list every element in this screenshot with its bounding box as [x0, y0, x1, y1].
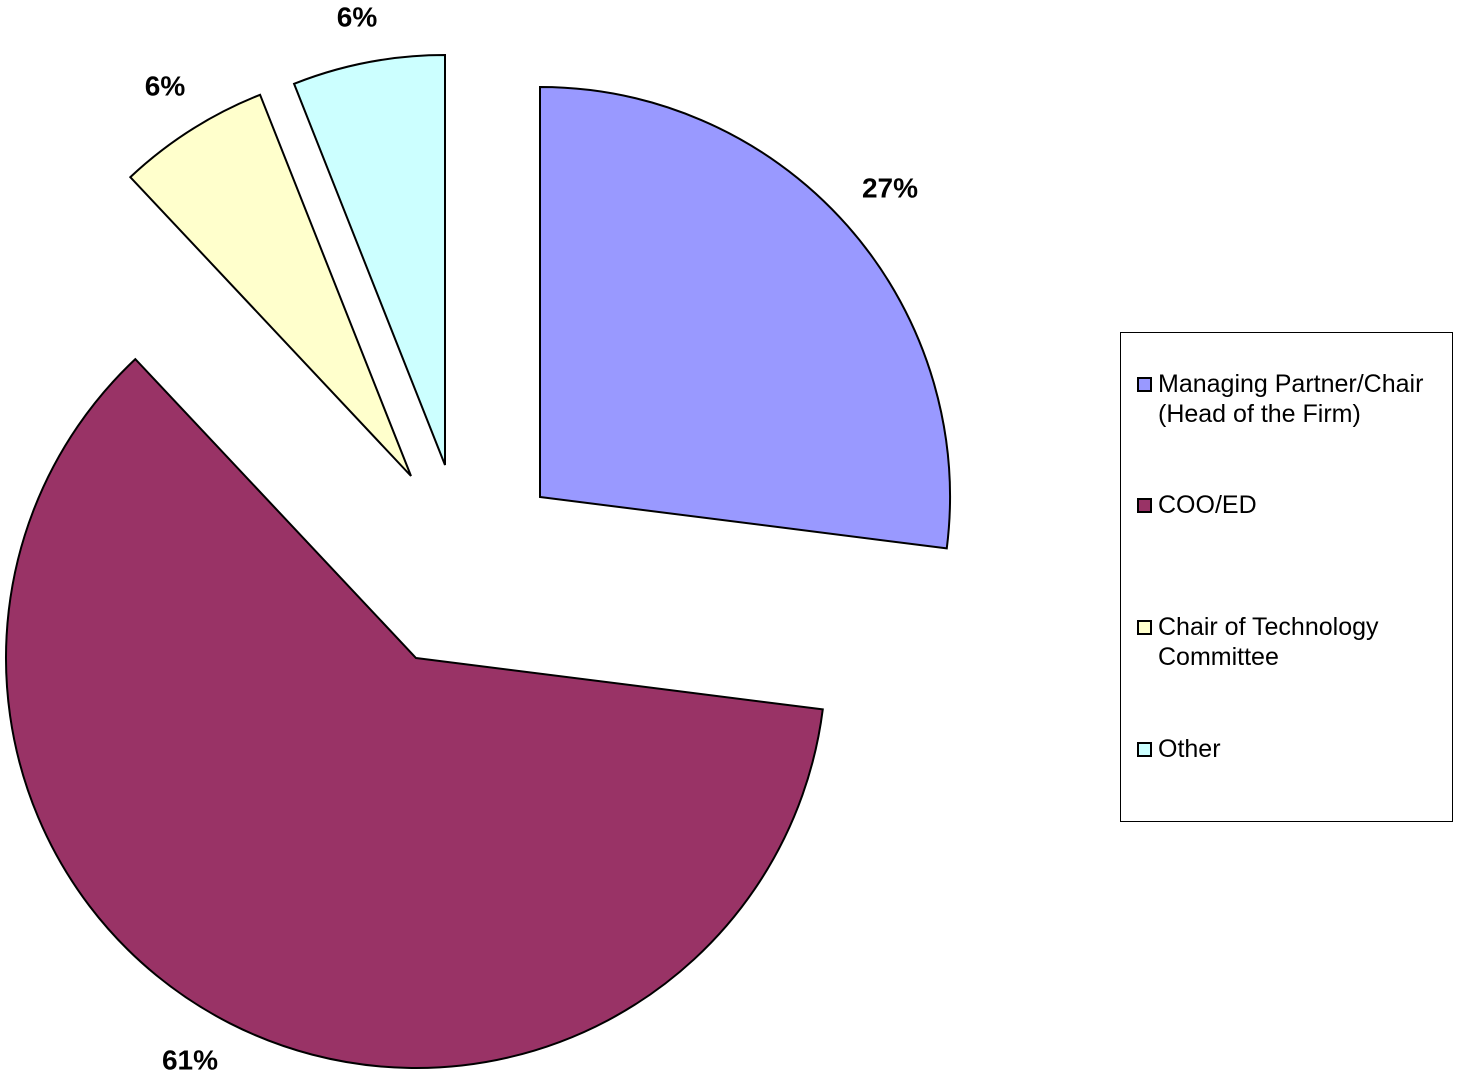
pie-slice-managing-partner — [539, 85, 951, 550]
pie-slice-coo-ed — [5, 357, 824, 1069]
legend-label-managing-partner: Managing Partner/Chair (Head of the Firm… — [1158, 370, 1424, 428]
legend-swatch-managing-partner — [1137, 377, 1152, 392]
legend: Managing Partner/Chair (Head of the Firm… — [1120, 332, 1453, 822]
legend-item-coo-ed: COO/ED — [1137, 490, 1448, 520]
legend-item-managing-partner: Managing Partner/Chair (Head of the Firm… — [1137, 369, 1448, 429]
data-label-managing-partner: 27% — [862, 172, 918, 203]
legend-label-chair-technology: Chair of Technology Committee — [1158, 613, 1379, 671]
data-label-chair-technology: 6% — [145, 70, 186, 101]
data-label-coo-ed: 61% — [162, 1044, 218, 1075]
data-label-other: 6% — [337, 1, 378, 32]
legend-label-coo-ed: COO/ED — [1158, 491, 1257, 519]
legend-swatch-coo-ed — [1137, 498, 1152, 513]
legend-item-chair-technology: Chair of Technology Committee — [1137, 612, 1448, 672]
legend-item-other: Other — [1137, 734, 1448, 764]
pie-slice-other — [292, 53, 446, 466]
legend-label-other: Other — [1158, 735, 1221, 763]
legend-swatch-chair-technology — [1137, 620, 1152, 635]
legend-swatch-other — [1137, 742, 1152, 757]
pie-slice-chair-technology — [128, 93, 412, 477]
